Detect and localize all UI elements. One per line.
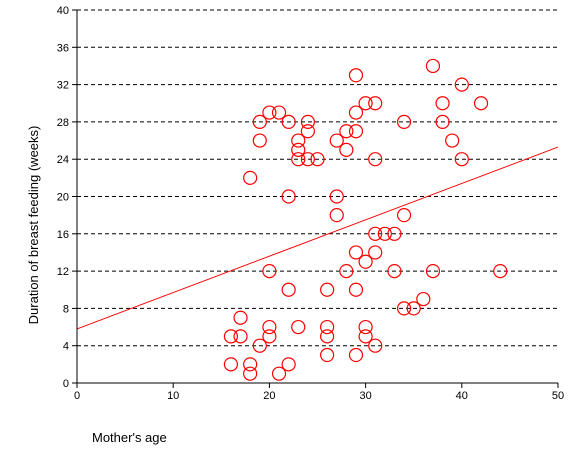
data-point	[281, 282, 296, 297]
data-point	[368, 245, 383, 260]
data-point	[435, 96, 450, 111]
data-point	[493, 264, 508, 279]
x-tick-label: 50	[552, 390, 564, 402]
data-point	[223, 357, 239, 372]
data-point	[368, 96, 383, 111]
regression-line	[76, 146, 559, 330]
y-tick-label: 28	[57, 117, 69, 129]
y-tick-label: 8	[63, 303, 69, 315]
data-point	[271, 105, 287, 120]
data-point	[416, 291, 431, 307]
y-tick-label: 4	[63, 341, 69, 353]
data-point	[387, 264, 402, 279]
x-tick-label: 0	[74, 390, 80, 402]
data-point	[320, 319, 335, 335]
data-point	[262, 264, 277, 279]
data-point	[368, 152, 383, 167]
data-point	[291, 142, 306, 157]
data-point	[262, 105, 277, 120]
regression-line-group	[76, 146, 559, 330]
y-tick-label: 32	[57, 80, 69, 92]
data-point	[425, 58, 441, 74]
data-point	[291, 133, 306, 148]
data-point	[329, 208, 344, 223]
y-tick-label: 20	[57, 192, 69, 204]
data-point	[329, 133, 344, 148]
data-point	[348, 347, 364, 363]
y-tick-label: 24	[57, 154, 69, 166]
data-point	[243, 366, 258, 381]
data-point	[339, 124, 354, 139]
data-point	[454, 152, 469, 167]
y-tick-label: 16	[57, 229, 69, 241]
data-point	[358, 329, 373, 344]
y-tick-label: 0	[63, 378, 69, 390]
data-point	[243, 357, 258, 372]
x-axis-title: Mother's age	[92, 430, 167, 445]
data-point	[291, 319, 306, 335]
data-point	[281, 357, 296, 372]
data-point	[377, 226, 392, 241]
data-point	[396, 208, 412, 223]
data-point	[396, 301, 412, 316]
data-point	[252, 338, 267, 353]
data-point	[320, 282, 335, 297]
data-point	[348, 245, 364, 260]
x-tick-label: 20	[263, 390, 275, 402]
tick-labels: 0 4 8 12 16 20 24 28 32 36 40 0 10 20 30 40 50	[57, 5, 564, 402]
data-point	[310, 152, 325, 167]
data-point	[243, 170, 258, 185]
data-point	[300, 152, 315, 167]
data-point	[300, 114, 315, 130]
data-points	[223, 58, 508, 381]
y-tick-label: 12	[57, 266, 69, 278]
data-point	[387, 226, 402, 241]
data-point	[348, 124, 364, 139]
y-tick-label: 36	[57, 42, 69, 54]
axes	[72, 9, 559, 388]
y-axis-title: Duration of breast feeding (weeks)	[26, 126, 41, 325]
data-point	[300, 124, 315, 139]
data-point	[329, 189, 344, 204]
data-point	[406, 301, 421, 316]
data-point	[396, 114, 412, 130]
data-point	[358, 254, 373, 269]
data-point	[348, 282, 364, 297]
data-point	[473, 96, 489, 111]
x-tick-label: 30	[359, 390, 371, 402]
data-point	[233, 329, 248, 344]
data-point	[339, 142, 354, 157]
data-point	[368, 226, 383, 241]
data-point	[291, 152, 306, 167]
data-point	[281, 189, 296, 204]
y-tick-label: 40	[57, 5, 69, 17]
data-point	[320, 347, 335, 363]
data-point	[233, 310, 248, 325]
data-point	[262, 319, 277, 335]
x-tick-label: 10	[167, 390, 179, 402]
data-point	[435, 114, 450, 130]
data-point	[262, 329, 277, 344]
data-point	[445, 133, 460, 148]
data-point	[358, 319, 373, 335]
data-point	[271, 366, 287, 381]
data-point	[252, 114, 267, 130]
data-point	[281, 114, 296, 130]
data-point	[223, 329, 239, 344]
data-point	[425, 264, 441, 279]
data-point	[339, 264, 354, 279]
gridlines	[77, 9, 558, 347]
data-point	[358, 96, 373, 111]
data-point	[368, 338, 383, 353]
data-point	[320, 329, 335, 344]
data-point	[252, 133, 267, 148]
data-point	[348, 105, 364, 120]
data-point	[454, 77, 469, 92]
x-tick-label: 40	[456, 390, 468, 402]
data-point	[348, 68, 364, 83]
